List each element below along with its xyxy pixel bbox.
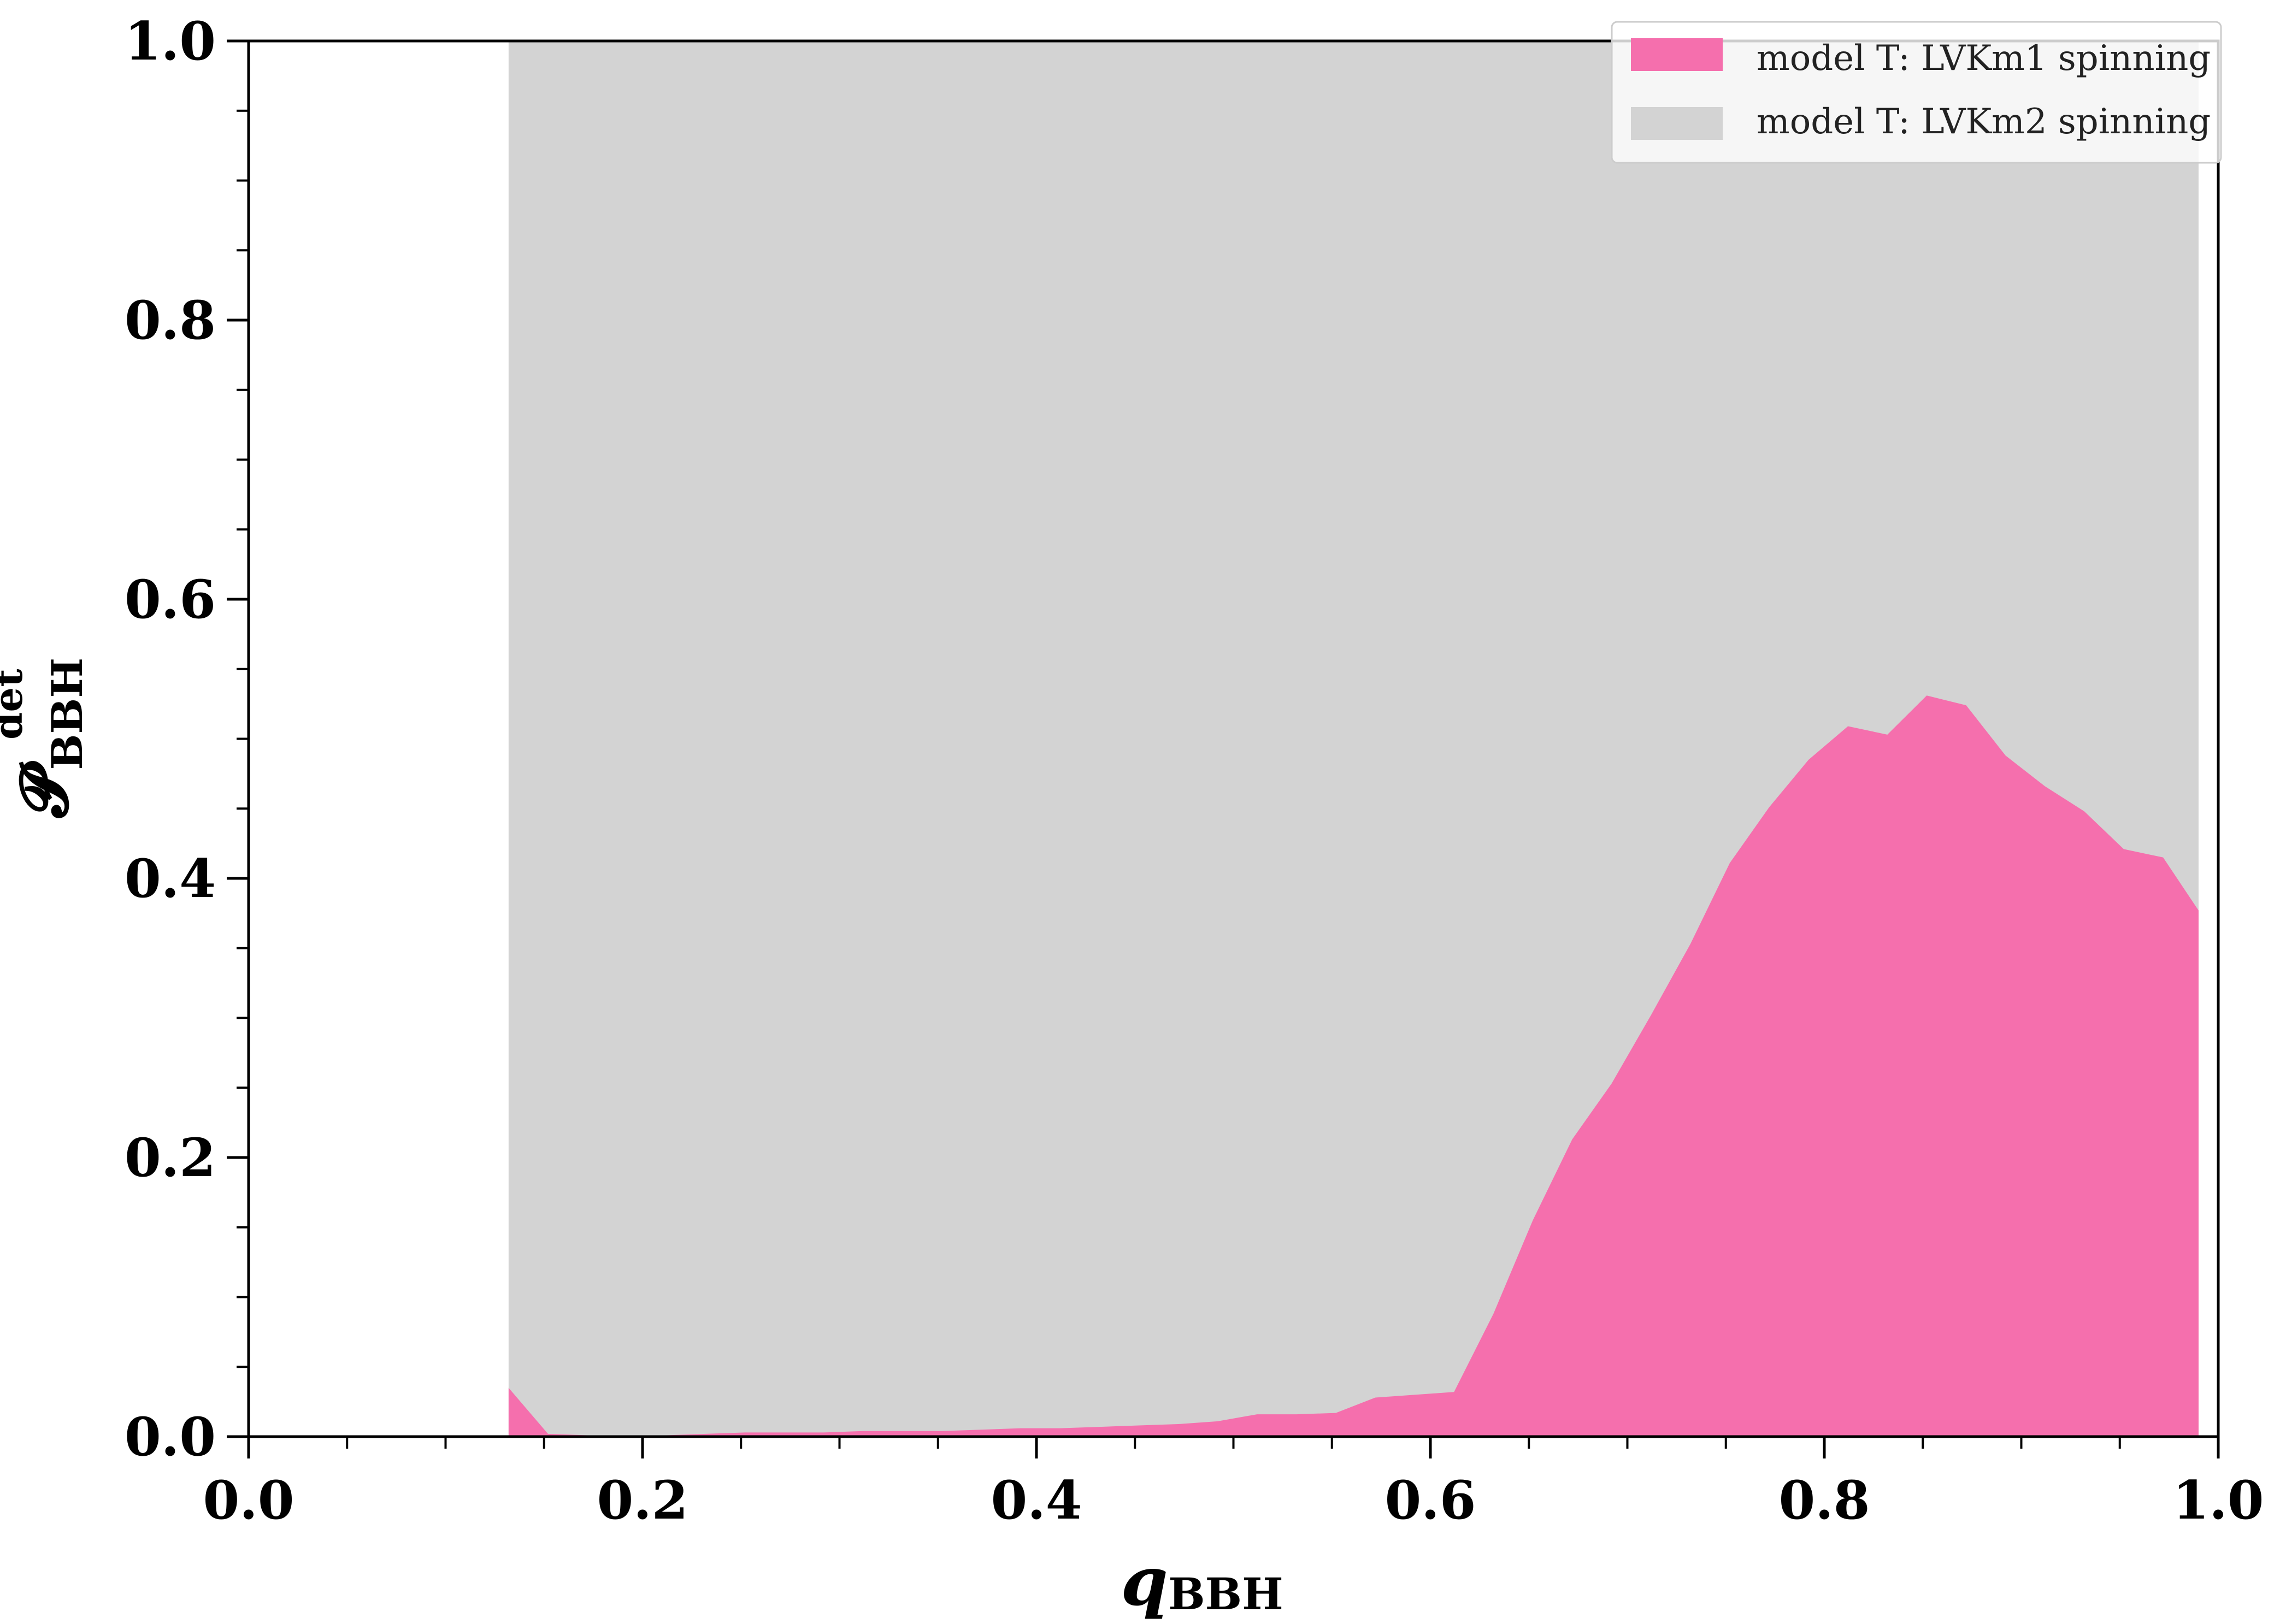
- legend: model T: LVKm1 spinning model T: LVKm2 s…: [1611, 21, 2222, 164]
- x-tick-label: 0.2: [597, 1469, 688, 1531]
- legend-box: [1611, 21, 2222, 164]
- y-tick-label: 0.2: [125, 1127, 216, 1189]
- legend-label-lvkm2: model T: LVKm2 spinning: [1757, 102, 2211, 142]
- x-tick-label: 0.4: [991, 1469, 1082, 1531]
- x-tick-label: 0.6: [1385, 1469, 1476, 1531]
- y-tick-label: 0.4: [125, 848, 216, 910]
- plot-area: [508, 41, 2199, 1437]
- y-axis-label: 𝓟BBH det: [0, 658, 92, 818]
- svg-text:qBBH: qBBH: [1121, 1542, 1283, 1621]
- x-tick-label: 1.0: [2172, 1469, 2264, 1531]
- area-series-lvkm1: [508, 695, 2199, 1437]
- y-axis-label-sub: BBH: [43, 658, 92, 770]
- legend-swatch-lvkm2: [1631, 107, 1723, 140]
- legend-swatch-lvkm1: [1631, 38, 1723, 71]
- y-axis-label-main: 𝓟: [5, 760, 83, 818]
- x-tick-label: 0.8: [1778, 1469, 1870, 1531]
- legend-label-lvkm1: model T: LVKm1 spinning: [1757, 38, 2211, 79]
- svg-text:𝓟BBHdet: 𝓟BBH det: [0, 658, 92, 818]
- y-axis-label-sup: det: [0, 669, 31, 740]
- y-tick-label: 0.6: [125, 569, 216, 630]
- plot-frame: [247, 39, 2220, 1438]
- y-tick-label: 0.0: [125, 1406, 216, 1468]
- y-tick-label: 0.8: [125, 290, 216, 351]
- axis-ticks: 0.0 0.2 0.4 0.6 0.8 1.0 0.0 0.2 0.4 0.6 0.8 1.0: [125, 10, 2264, 1531]
- y-tick-label: 1.0: [125, 10, 216, 72]
- x-axis-label: qBBH: [1121, 1542, 1283, 1621]
- x-axis-label-sub: BBH: [1168, 1568, 1283, 1620]
- x-axis-label-main: q: [1121, 1542, 1168, 1621]
- x-tick-label: 0.0: [203, 1469, 294, 1531]
